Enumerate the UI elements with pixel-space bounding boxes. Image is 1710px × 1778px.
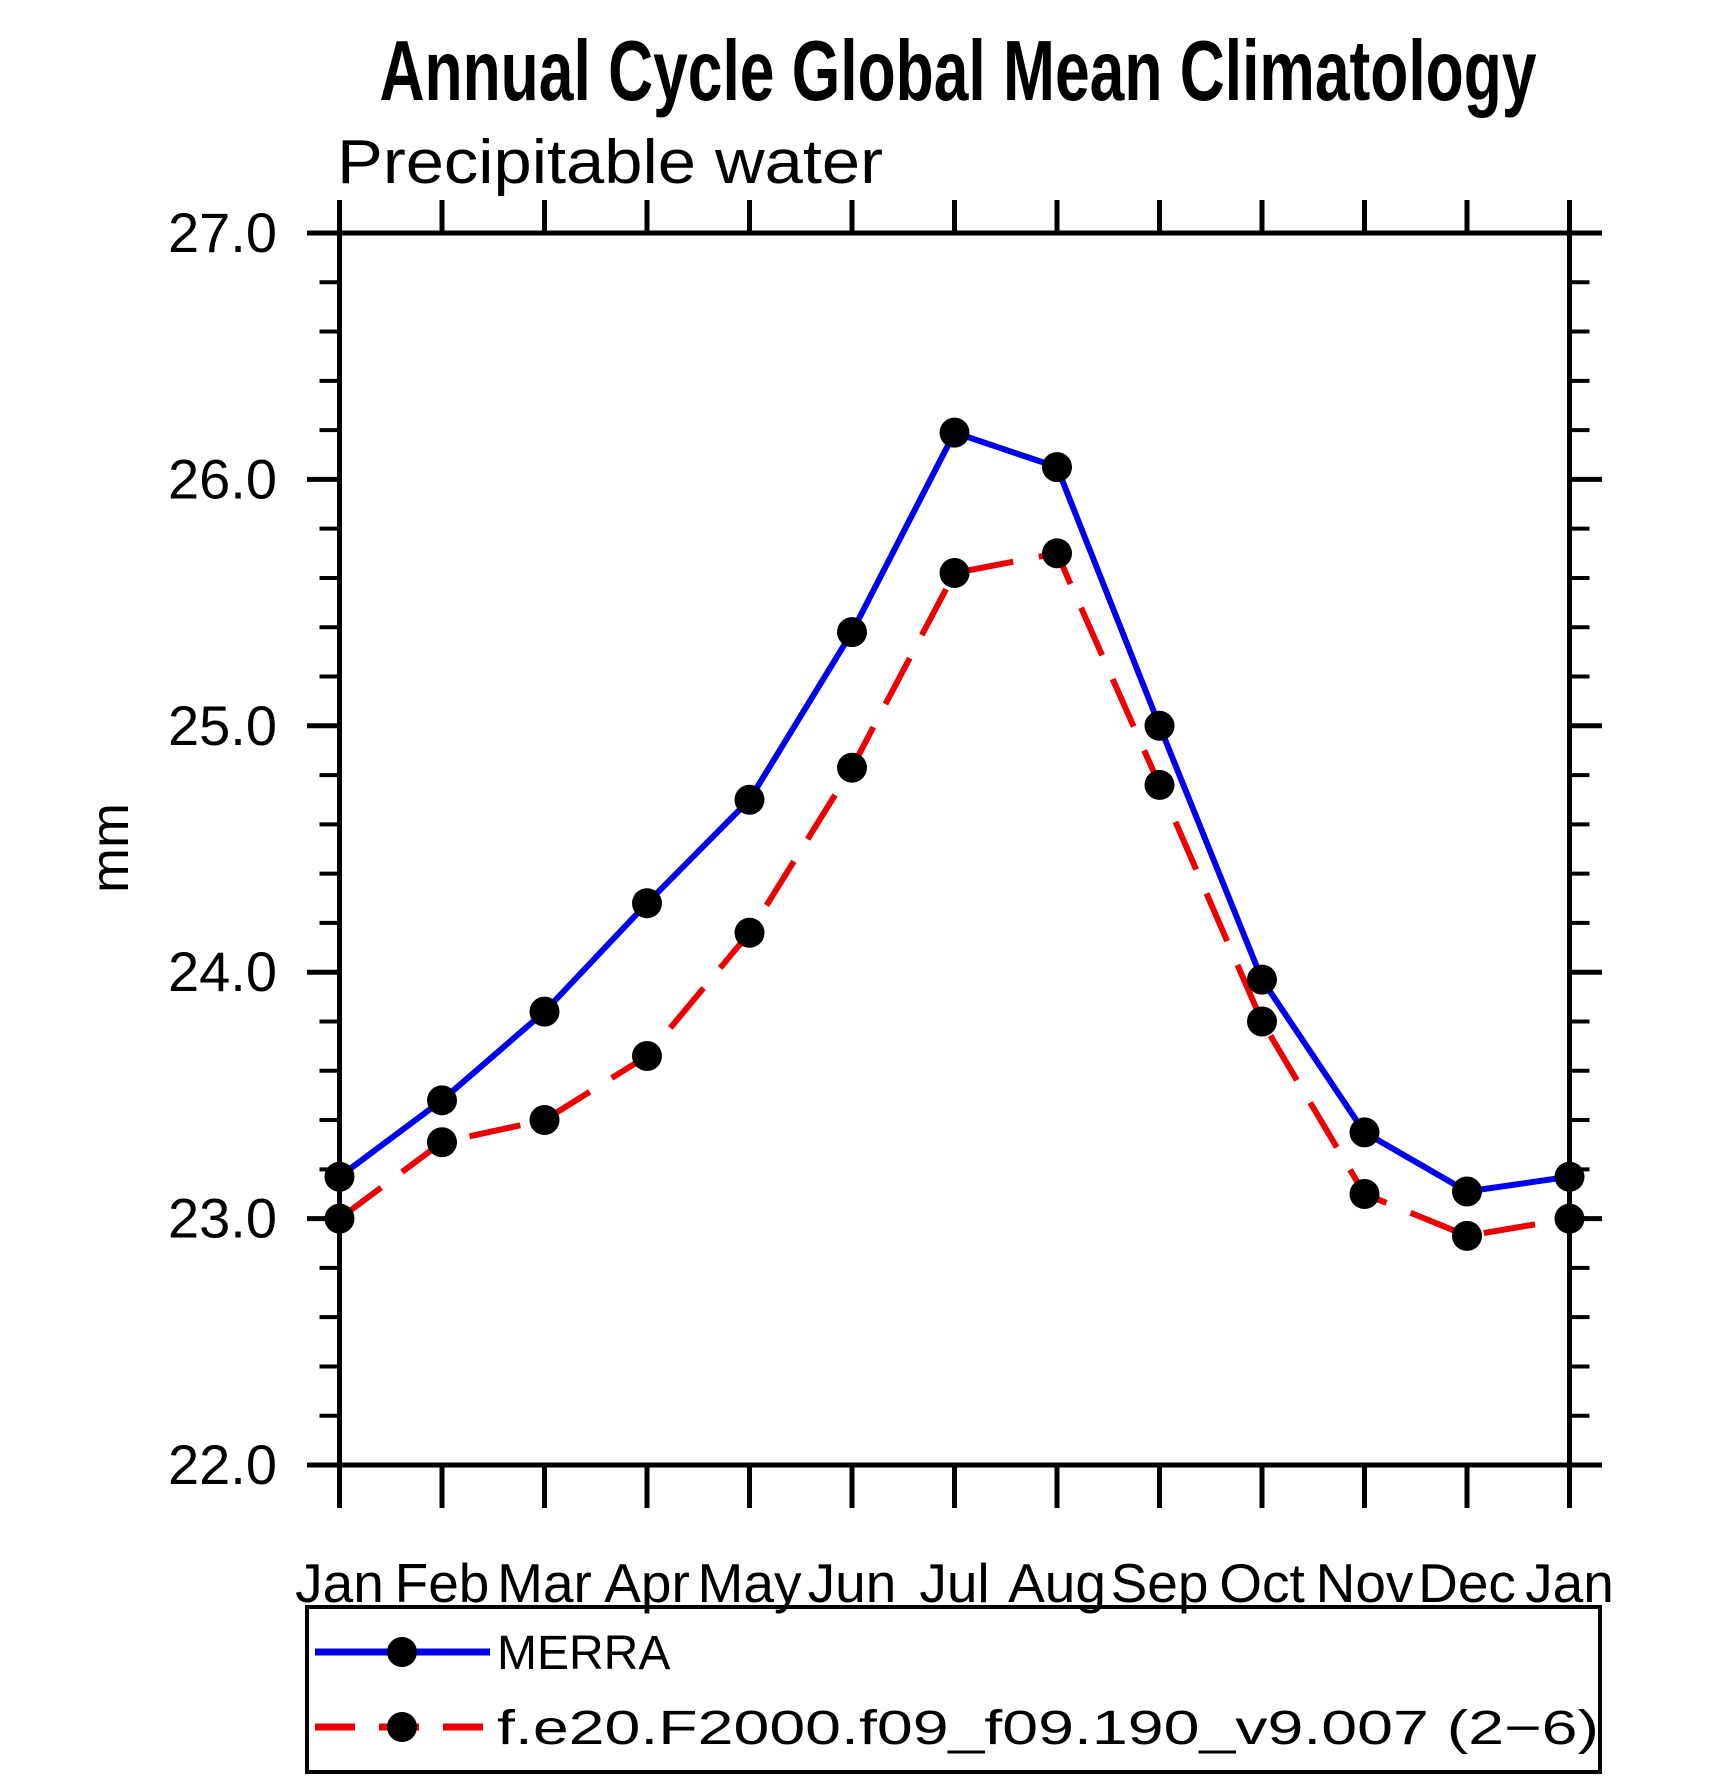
x-axis-ticks	[337, 200, 1572, 1508]
data-point-marker	[837, 617, 867, 648]
series-lines	[337, 428, 1570, 1239]
data-point-marker	[632, 1040, 662, 1071]
data-point-marker	[1452, 1220, 1482, 1251]
x-tick-label: Sep	[1111, 1552, 1209, 1614]
plot-area: 22.023.024.025.026.027.0 Jan Feb Mar Apr May…	[168, 200, 1614, 1614]
data-point-marker	[1247, 964, 1277, 995]
data-point-marker	[529, 1105, 560, 1136]
x-axis-tick-labels: Jan Feb Mar Apr May Jun Jul Aug Sep Oct Nov Dec Jan	[295, 1552, 1614, 1614]
data-point-marker	[1144, 710, 1175, 741]
y-tick-label: 25.0	[168, 694, 277, 757]
legend-label: f.e20.F2000.f09_f09.190_v9.007 (2−6)	[497, 1702, 1599, 1755]
data-point-marker	[324, 1161, 355, 1192]
x-tick-label: Nov	[1316, 1552, 1414, 1614]
x-tick-label: Jan	[295, 1552, 384, 1614]
x-tick-label: Mar	[497, 1552, 592, 1614]
x-tick-label: Jun	[808, 1552, 897, 1614]
y-tick-label: 26.0	[168, 447, 277, 510]
y-tick-label: 27.0	[168, 201, 277, 264]
data-point-marker	[324, 1203, 355, 1234]
data-point-marker	[427, 1127, 457, 1158]
x-tick-label: Apr	[604, 1552, 690, 1614]
data-point-marker	[427, 1085, 457, 1116]
data-point-marker	[1042, 452, 1072, 483]
data-point-marker	[939, 417, 970, 448]
y-tick-label: 24.0	[168, 940, 277, 1003]
x-tick-label: Aug	[1008, 1552, 1106, 1614]
chart-title: Annual Cycle Global Mean Climatology	[380, 24, 1537, 119]
y-tick-label: 23.0	[168, 1187, 277, 1250]
legend-marker-dot	[387, 1637, 417, 1667]
series-line-merra	[337, 428, 1570, 1195]
data-point-marker	[734, 784, 765, 815]
legend-box	[305, 1605, 1602, 1774]
chart-subtitle: Precipitable water	[337, 128, 883, 197]
data-point-marker	[1554, 1161, 1585, 1192]
x-tick-label: Jan	[1525, 1552, 1614, 1614]
data-point-marker	[1349, 1178, 1380, 1209]
legend-label: MERRA	[497, 1627, 670, 1680]
x-tick-label: Oct	[1219, 1552, 1305, 1614]
series-line-model	[337, 549, 1570, 1239]
legend-entries: MERRA f.e20.F2000.f09_f09.190_v9.007 (2−6…	[315, 1627, 1599, 1755]
x-tick-label: Dec	[1418, 1552, 1516, 1614]
x-tick-label: Feb	[395, 1552, 490, 1614]
data-point-marker	[1349, 1117, 1380, 1148]
y-tick-label: 22.0	[168, 1433, 277, 1496]
data-point-marker	[1452, 1176, 1482, 1207]
x-tick-label: May	[698, 1552, 802, 1614]
series-markers	[324, 417, 1585, 1251]
data-point-marker	[1144, 769, 1175, 800]
data-point-marker	[632, 888, 662, 919]
y-axis-tick-labels: 22.0 23.0 24.0 25.0 26.0 27.0	[168, 201, 277, 1496]
data-point-marker	[734, 917, 765, 948]
x-tick-label: Jul	[919, 1552, 989, 1614]
data-point-marker	[1247, 1006, 1277, 1037]
legend-marker-dot	[387, 1712, 417, 1742]
data-point-marker	[1554, 1203, 1585, 1234]
data-point-marker	[529, 996, 560, 1027]
data-point-marker	[939, 558, 970, 589]
legend-entry: f.e20.F2000.f09_f09.190_v9.007 (2−6)	[315, 1702, 1599, 1755]
y-axis-title: mm	[80, 803, 140, 893]
data-point-marker	[837, 752, 867, 783]
legend-entry: MERRA	[315, 1627, 670, 1680]
legend: MERRA f.e20.F2000.f09_f09.190_v9.007 (2−6…	[305, 1605, 1602, 1774]
data-point-marker	[1042, 538, 1072, 569]
